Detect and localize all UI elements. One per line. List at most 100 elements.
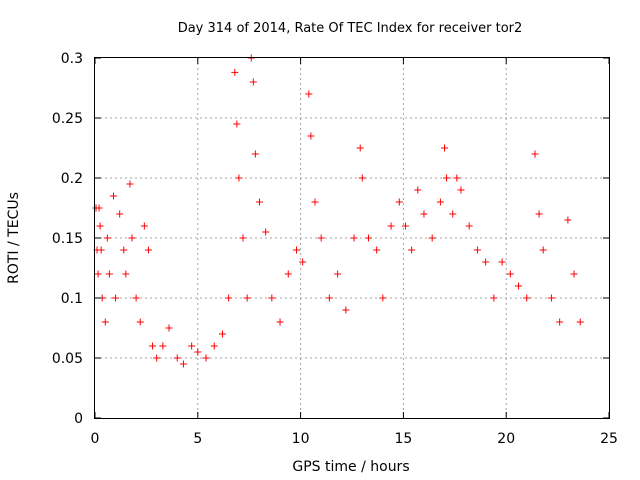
data-point [547,294,555,302]
data-point [284,270,292,278]
data-point [420,210,428,218]
data-point [132,294,140,302]
data-point [535,210,543,218]
data-point [490,294,498,302]
data-point [110,192,118,200]
y-tick-label: 0.1 [61,291,83,307]
data-point [122,270,130,278]
x-tick-label: 5 [193,431,202,447]
x-tick-label: 20 [497,431,515,447]
data-point [523,294,531,302]
data-point [262,228,270,236]
data-point [231,68,239,76]
data-point [401,222,409,230]
data-point [317,234,325,242]
data-point [149,342,157,350]
data-point [173,354,181,362]
data-point [379,294,387,302]
x-tick-label: 0 [91,431,100,447]
data-point [408,246,416,254]
y-axis-label: ROTI / TECUs [6,192,22,284]
y-tick-label: 0.3 [61,51,83,67]
data-point [515,282,523,290]
data-point [255,198,263,206]
data-point [473,246,481,254]
data-point [153,354,161,362]
y-tick-label: 0.15 [52,231,83,247]
data-point [235,174,243,182]
plot-frame [94,57,610,419]
data-point [243,294,251,302]
data-point [449,210,457,218]
chart-title: Day 314 of 2014, Rate Of TEC Index for r… [178,21,523,36]
x-tick-label: 10 [292,431,310,447]
data-point [570,270,578,278]
data-point [443,174,451,182]
data-point [159,342,167,350]
data-point [539,246,547,254]
data-point [140,222,148,230]
data-point [194,348,202,356]
data-point [188,342,196,350]
data-point [506,270,514,278]
data-point [311,198,319,206]
x-tick-label: 15 [394,431,412,447]
data-point [564,216,572,224]
data-point [94,270,102,278]
data-point [387,222,395,230]
data-point [210,342,218,350]
data-point [292,246,300,254]
data-point [299,258,307,266]
data-point [233,120,241,128]
data-point [103,234,111,242]
x-axis-label: GPS time / hours [292,459,409,475]
data-point [364,234,372,242]
data-point [95,204,103,212]
data-point [144,246,152,254]
data-point [457,186,465,194]
data-point [116,210,124,218]
data-point [276,318,284,326]
data-point [373,246,381,254]
data-point [202,354,210,362]
data-point [307,132,315,140]
data-point [350,234,358,242]
data-point [305,90,313,98]
tick-labels: 0 5 10 15 20 25 0 0.05 0.1 0.15 0.2 0.25 0.3 [52,51,618,447]
data-point [120,246,128,254]
data-point [482,258,490,266]
data-point [136,318,144,326]
y-tick-label: 0.25 [52,111,83,127]
data-point [179,360,187,368]
data-point [126,180,134,188]
data-point [576,318,584,326]
data-point [97,246,105,254]
data-point [96,222,104,230]
data-point [225,294,233,302]
data-point [414,186,422,194]
data-point [251,150,259,158]
data-point [249,78,257,86]
data-point [453,174,461,182]
y-tick-label: 0.05 [52,351,83,367]
data-point [465,222,473,230]
data-point [436,198,444,206]
data-point [105,270,113,278]
data-point [325,294,333,302]
data-point [112,294,120,302]
data-point [531,150,539,158]
data-point [395,198,403,206]
data-point [239,234,247,242]
data-point [128,234,136,242]
data-point [358,174,366,182]
data-point [498,258,506,266]
data-point [101,318,109,326]
x-tick-label: 25 [600,431,618,447]
data-point [268,294,276,302]
data-point [334,270,342,278]
data-point [356,144,364,152]
data-point [218,330,226,338]
data-point [441,144,449,152]
data-point [342,306,350,314]
